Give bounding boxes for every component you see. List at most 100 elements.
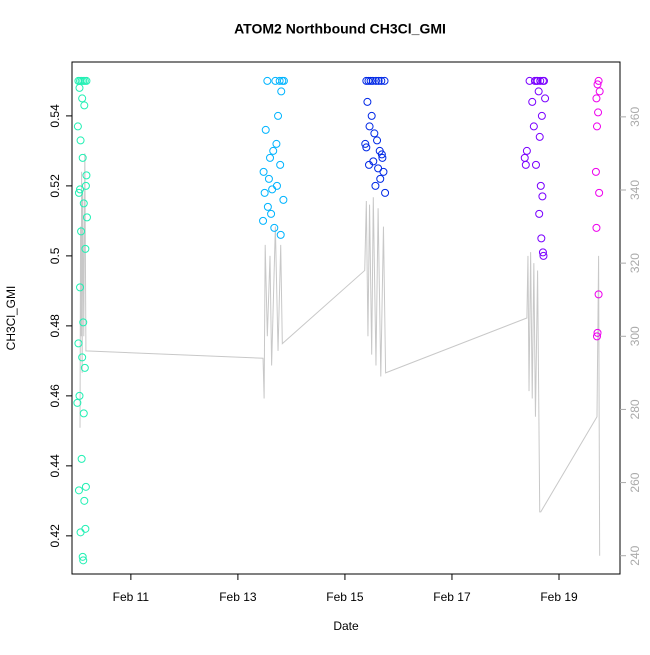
point — [592, 122, 601, 131]
point — [76, 283, 85, 292]
point — [367, 111, 376, 120]
point — [594, 76, 603, 85]
point — [74, 188, 83, 197]
point — [279, 195, 288, 204]
point — [595, 188, 604, 197]
point — [272, 139, 281, 148]
x-tick-label: Feb 11 — [113, 590, 150, 604]
point — [81, 524, 90, 533]
point — [373, 136, 382, 145]
point — [260, 188, 269, 197]
point — [80, 496, 89, 505]
point — [79, 409, 88, 418]
point — [592, 223, 601, 232]
point — [76, 528, 85, 537]
point — [76, 185, 85, 194]
point — [81, 181, 90, 190]
point — [531, 160, 540, 169]
point — [365, 160, 374, 169]
point — [365, 122, 374, 131]
point — [80, 363, 89, 372]
point — [82, 213, 91, 222]
point — [78, 552, 87, 561]
y-axis-label: CH3Cl_GMI — [4, 286, 18, 351]
point — [529, 122, 538, 131]
point — [73, 398, 82, 407]
point — [374, 76, 383, 85]
point — [266, 153, 275, 162]
point — [78, 353, 87, 362]
chart-title: ATOM2 Northbound CH3Cl_GMI — [234, 21, 446, 37]
point — [80, 101, 89, 110]
point — [276, 160, 285, 169]
x-axis-label: Date — [333, 619, 359, 633]
point — [363, 97, 372, 106]
y-tick-label: 0.46 — [48, 384, 62, 408]
y-tick-label: 0.42 — [48, 524, 62, 548]
point — [536, 181, 545, 190]
y2-tick-label: 320 — [628, 253, 642, 273]
point — [77, 227, 86, 236]
point — [259, 167, 268, 176]
point — [594, 290, 603, 299]
point — [592, 94, 601, 103]
point — [377, 76, 386, 85]
point — [79, 199, 88, 208]
point — [263, 76, 272, 85]
point — [534, 87, 543, 96]
y2-tick-label: 360 — [628, 107, 642, 127]
point — [276, 230, 285, 239]
point — [277, 87, 286, 96]
line-series — [79, 153, 601, 556]
point — [73, 122, 82, 131]
point — [595, 87, 604, 96]
point — [82, 76, 91, 85]
point — [81, 244, 90, 253]
point — [593, 80, 602, 89]
point — [74, 486, 83, 495]
point — [538, 192, 547, 201]
point — [78, 94, 87, 103]
point — [261, 125, 270, 134]
point — [591, 167, 600, 176]
y2-tick-label: 280 — [628, 399, 642, 419]
point — [362, 143, 371, 152]
point — [535, 209, 544, 218]
point — [270, 223, 279, 232]
point — [371, 181, 380, 190]
point — [75, 83, 84, 92]
y2-tick-label: 300 — [628, 326, 642, 346]
point — [537, 234, 546, 243]
point — [538, 248, 547, 257]
point — [378, 153, 387, 162]
point — [81, 482, 90, 491]
y2-tick-label: 260 — [628, 472, 642, 492]
point — [521, 160, 530, 169]
point — [76, 136, 85, 145]
point — [537, 111, 546, 120]
point — [79, 556, 88, 565]
point — [371, 76, 380, 85]
y-tick-label: 0.54 — [48, 104, 62, 128]
point — [79, 318, 88, 327]
x-tick-label: Feb 17 — [433, 590, 471, 604]
point — [370, 129, 379, 138]
point — [536, 76, 545, 85]
y2-tick-label: 240 — [628, 545, 642, 565]
point — [263, 202, 272, 211]
point — [274, 111, 283, 120]
point — [75, 391, 84, 400]
point — [267, 209, 276, 218]
y-tick-label: 0.5 — [48, 247, 62, 264]
point — [366, 76, 375, 85]
point — [275, 76, 284, 85]
point — [541, 94, 550, 103]
plot-frame — [71, 61, 621, 575]
point — [522, 146, 531, 155]
point — [259, 216, 268, 225]
point — [592, 332, 601, 341]
point — [379, 167, 388, 176]
point — [532, 76, 541, 85]
point — [539, 251, 548, 260]
y-tick-label: 0.48 — [48, 314, 62, 338]
